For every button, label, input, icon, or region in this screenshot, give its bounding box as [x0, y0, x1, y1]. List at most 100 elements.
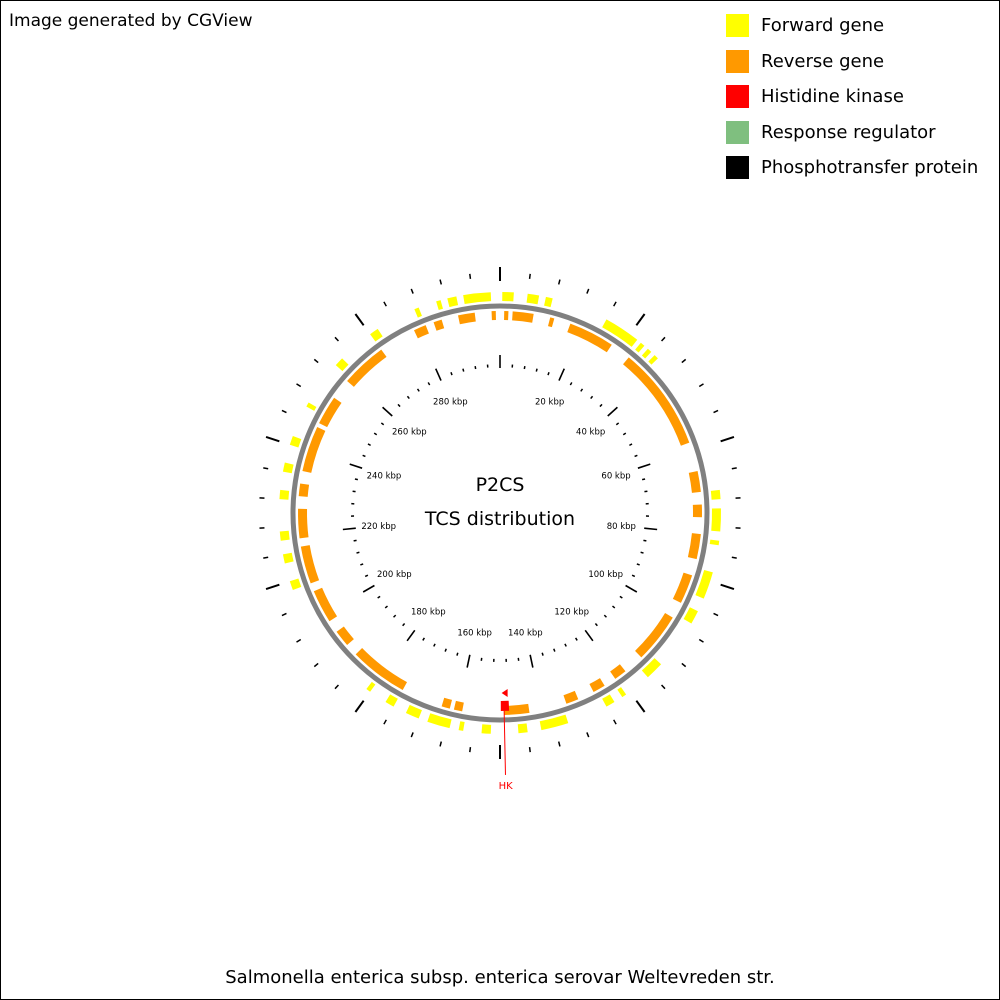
- forward-gene: [481, 724, 492, 734]
- minor-tick: [661, 684, 666, 690]
- forward-gene: [306, 402, 317, 411]
- inner-minor-tick: [377, 595, 381, 599]
- major-tick: [720, 583, 735, 590]
- inner-major-tick: [607, 406, 618, 417]
- minor-tick: [698, 638, 704, 643]
- credit-text: Image generated by CGView: [9, 11, 253, 31]
- tick-label: 100 kbp: [588, 570, 623, 580]
- inner-major-tick: [637, 463, 651, 469]
- tick-label: 40 kbp: [576, 427, 605, 437]
- legend-label-histidine-kinase: Histidine kinase: [761, 86, 904, 108]
- tick-label: 160 kbp: [457, 628, 492, 638]
- minor-tick: [263, 467, 269, 470]
- histidine-kinase-swatch-icon: [726, 85, 749, 109]
- minor-tick: [383, 301, 387, 307]
- inner-minor-tick: [634, 454, 638, 458]
- major-tick: [354, 313, 365, 326]
- histidine-kinase-arrow: [501, 688, 508, 697]
- hk-label: HK: [499, 781, 514, 792]
- reverse-gene: [347, 349, 387, 387]
- inner-minor-tick: [564, 643, 567, 647]
- forward-gene: [279, 530, 290, 541]
- inner-minor-tick: [619, 595, 623, 599]
- legend-label-reverse-gene: Reverse gene: [761, 50, 885, 72]
- major-tick: [720, 436, 735, 443]
- inner-major-tick: [362, 584, 375, 593]
- minor-tick: [613, 719, 617, 725]
- inner-minor-tick: [553, 648, 556, 652]
- minor-tick: [528, 747, 531, 753]
- forward-gene: [683, 607, 698, 624]
- reverse-gene: [504, 703, 530, 715]
- inner-minor-tick: [547, 372, 550, 376]
- tick-label: 60 kbp: [601, 471, 630, 481]
- forward-gene: [641, 348, 652, 359]
- minor-tick: [698, 383, 704, 388]
- major-tick: [635, 313, 646, 326]
- tick-label: 240 kbp: [367, 471, 402, 481]
- tick-label: 180 kbp: [411, 608, 446, 618]
- tick-label: 220 kbp: [361, 522, 396, 532]
- legend-item-reverse-gene: Reverse gene: [726, 44, 978, 80]
- reverse-gene: [687, 533, 701, 560]
- forward-gene-track: [279, 292, 721, 734]
- reverse-gene: [563, 690, 579, 704]
- inner-minor-tick: [599, 403, 603, 408]
- reverse-gene: [610, 664, 626, 679]
- forward-gene: [617, 687, 627, 698]
- inner-minor-tick: [444, 648, 447, 652]
- minor-tick: [296, 383, 302, 388]
- tick-labels: 20 kbp 40 kbp 60 kbp 80 kbp 100 kbp 120 kbp 14…: [361, 398, 636, 639]
- inner-major-tick: [558, 368, 565, 381]
- forward-gene: [635, 342, 645, 353]
- reverse-gene: [298, 483, 310, 497]
- reverse-gene: [504, 311, 509, 321]
- inner-major-tick: [584, 629, 594, 642]
- annotations: HK: [499, 688, 514, 792]
- forward-gene: [602, 694, 615, 707]
- forward-gene: [709, 539, 720, 546]
- inner-minor-tick: [380, 422, 385, 426]
- minor-tick: [557, 279, 561, 285]
- inner-major-tick: [406, 629, 416, 642]
- minor-tick: [439, 279, 443, 285]
- reverse-gene: [547, 317, 555, 328]
- minor-tick: [586, 288, 590, 294]
- forward-gene-swatch-icon: [726, 14, 749, 38]
- reverse-gene: [313, 587, 338, 622]
- tick-label: 20 kbp: [535, 398, 564, 408]
- inner-minor-tick: [356, 551, 360, 554]
- inner-minor-tick: [629, 443, 633, 447]
- legend-label-phosphotransfer-protein: Phosphotransfer protein: [761, 157, 979, 179]
- minor-tick: [586, 732, 590, 738]
- forward-gene: [282, 552, 294, 564]
- reverse-gene: [491, 311, 496, 321]
- inner-major-tick: [435, 368, 442, 381]
- inner-minor-tick: [612, 605, 616, 609]
- forward-gene: [648, 355, 658, 365]
- forward-gene: [502, 292, 514, 302]
- reverse-gene: [300, 545, 320, 584]
- forward-gene: [335, 358, 349, 372]
- major-tick: [265, 583, 280, 590]
- inner-major-tick: [349, 463, 363, 469]
- reverse-gene: [302, 426, 326, 473]
- minor-tick: [313, 662, 319, 668]
- tick-label: 260 kbp: [392, 427, 427, 437]
- minor-tick: [613, 301, 617, 307]
- reverse-gene: [635, 612, 673, 658]
- inner-minor-tick: [569, 382, 573, 386]
- inner-major-tick: [625, 584, 638, 593]
- response-regulator-swatch-icon: [726, 120, 749, 144]
- tick-label: 280 kbp: [433, 398, 468, 408]
- inner-minor-tick: [640, 551, 644, 554]
- forward-gene: [366, 681, 376, 692]
- inner-minor-tick: [603, 614, 607, 618]
- inner-minor-tick: [574, 637, 578, 641]
- reverse-gene: [298, 508, 309, 539]
- reverse-gene: [567, 323, 612, 353]
- reverse-gene: [433, 319, 445, 331]
- reverse-gene: [355, 648, 408, 691]
- tick-label: 140 kbp: [508, 628, 543, 638]
- inner-minor-tick: [354, 478, 359, 481]
